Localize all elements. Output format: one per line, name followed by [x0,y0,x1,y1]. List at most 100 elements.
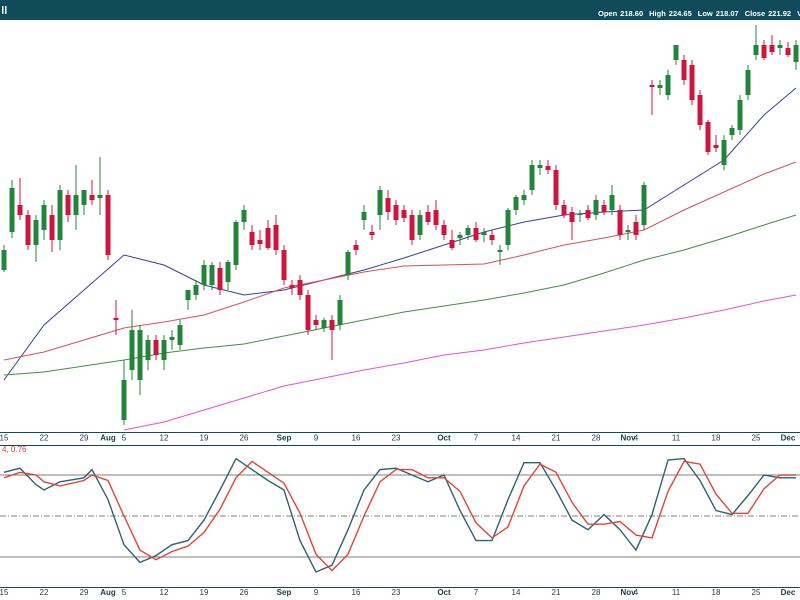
candle-body [377,190,383,215]
x-tick-label: Sep [277,588,292,597]
candle-body [273,225,279,250]
candle-body [49,215,55,240]
candle-body [25,215,31,245]
candle-body [457,235,463,238]
candle-body [73,195,79,215]
stochastic-panel [0,457,800,573]
candle-body [681,60,687,80]
candle-body [697,95,703,125]
candle-body [465,228,471,235]
candle-body [481,232,487,235]
candle-body [353,245,359,250]
candle-body [553,170,559,205]
x-tick-label: Oct [437,434,451,443]
x-axes: 15 15 22 22 29 29 Aug Aug 5 5 12 12 19 19 26 26 Sep Sep 9 9… [0,434,796,598]
x-tick-label: 28 [592,588,601,597]
x-tick-label: 7 [474,588,479,597]
x-tick-label: Sep [277,434,292,443]
header-label: Open [598,9,618,18]
candle-body [537,165,543,168]
oscillator-line [3,460,796,572]
candle-body [161,340,167,360]
candle-body [449,240,455,248]
x-tick-label: 12 [160,434,169,443]
candle-body [489,235,495,240]
x-tick-label: Dec [781,434,796,443]
x-tick-label: Nov [620,588,636,597]
candle-body [641,185,647,225]
moving-average [123,294,797,431]
candle-body [17,205,23,215]
x-tick-label: 4 [634,434,639,443]
header-bar [0,0,800,20]
candle-body [337,300,343,325]
candle-body [393,205,399,220]
x-tick-label: 22 [40,588,49,597]
candle-body [401,210,407,218]
x-tick-label: 9 [314,434,319,443]
x-tick-label: 15 [0,434,9,443]
candle-body [313,320,319,325]
candle-body [769,45,775,52]
candle-body [233,222,239,265]
x-tick-label: 21 [552,588,561,597]
candle-body [177,325,183,345]
candle-body [433,210,439,225]
x-tick-label: 7 [474,434,479,443]
candle-body [9,188,15,232]
candle-body [417,215,423,235]
x-tick-label: 16 [352,434,361,443]
x-tick-label: 21 [552,434,561,443]
candle-body [785,48,791,55]
candle-body [729,128,735,135]
candle-body [97,195,103,198]
candle-body [169,337,175,340]
candle-body [113,318,119,320]
candle-body [529,165,535,190]
candle-body [673,45,679,60]
candle-body [577,214,583,215]
candle-body [745,70,751,95]
stochastic-label: 4, 0.76 [2,445,27,454]
candle-body [257,240,263,244]
candle-body [305,295,311,330]
candle-body [753,45,759,55]
candle-body [473,228,479,240]
header-value: 218.07 [716,9,739,18]
x-tick-label: 4 [634,588,639,597]
candle-body [329,320,335,330]
x-tick-label: 28 [592,434,601,443]
price-panel [1,25,799,431]
candle-body [201,265,207,285]
x-tick-label: 22 [40,434,49,443]
candle-body [425,212,431,222]
x-tick-label: 23 [392,588,401,597]
candle-body [153,340,159,355]
candle-body [561,205,567,215]
candle-body [345,252,351,275]
candle-body [241,210,247,222]
candle-body [689,65,695,100]
x-tick-label: 11 [672,588,681,597]
candle-body [81,190,87,205]
candle-body [657,85,663,88]
candle-body [321,320,327,328]
candle-body [609,195,615,210]
x-tick-label: 14 [512,588,521,597]
x-tick-label: 12 [160,588,169,597]
candle-body [721,140,727,165]
candle-body [665,75,671,95]
x-tick-label: 26 [240,588,249,597]
header-value: 218.60 [620,9,643,18]
candle-body [601,205,607,212]
candle-body [497,250,503,252]
x-tick-label: Dec [781,588,796,597]
candle-body [217,268,223,290]
x-tick-label: Nov [620,434,636,443]
candle-body [593,200,599,215]
x-tick-label: Aug [100,434,116,443]
candle-body [385,198,391,212]
candle-body [625,230,631,232]
candle-body [705,122,711,152]
